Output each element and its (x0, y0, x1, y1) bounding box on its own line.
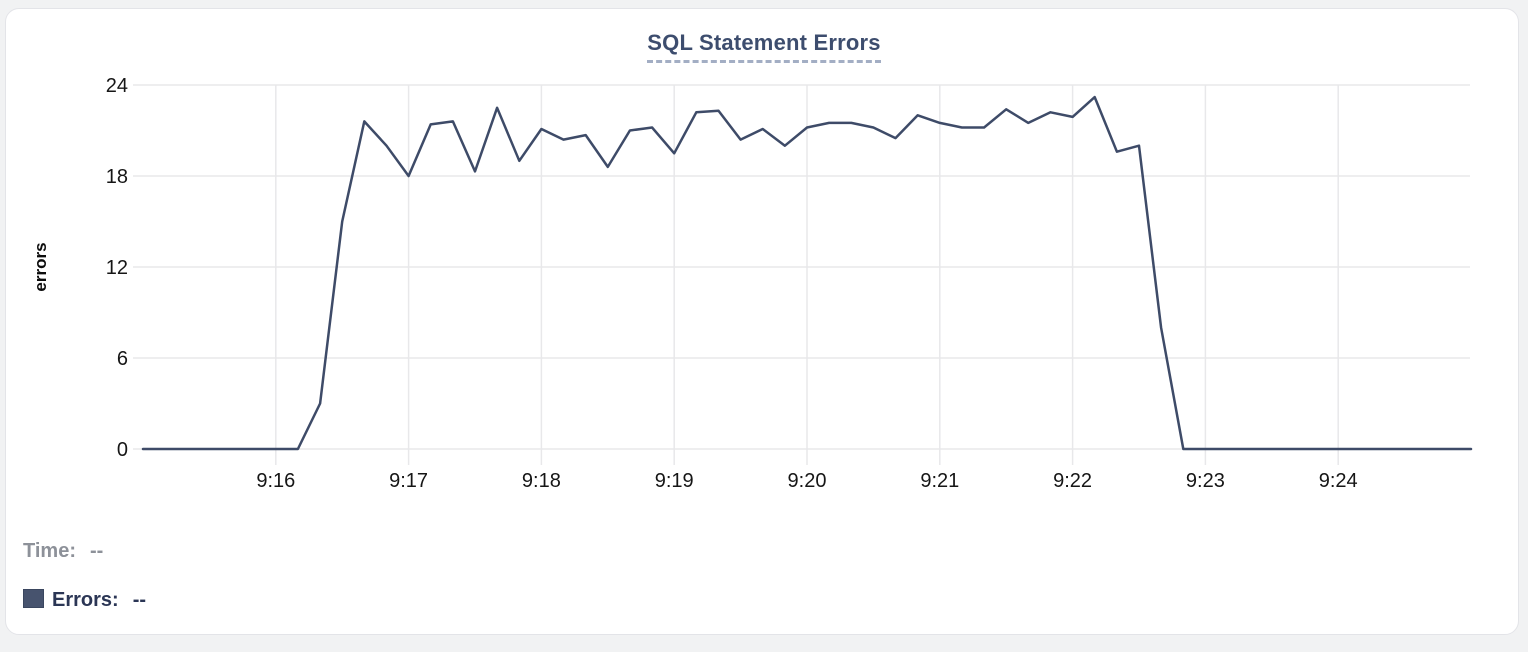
errors-series-swatch-icon (23, 589, 44, 608)
x-tick-label: 9:24 (1319, 470, 1358, 492)
y-tick-label: 12 (106, 257, 128, 279)
y-tick-label: 0 (117, 439, 128, 461)
x-tick-label: 9:21 (920, 470, 959, 492)
axis-tick-labels: 0 6 12 18 24 9:16 9:17 9:18 9:19 9:20 9:21 9:22 9:23… (106, 75, 1358, 492)
x-tick-label: 9:22 (1053, 470, 1092, 492)
y-axis-title: errors (31, 242, 50, 291)
chart-title[interactable]: SQL Statement Errors (647, 30, 881, 63)
legend-errors-label: Errors: (52, 589, 119, 611)
x-tick-label: 9:18 (522, 470, 561, 492)
x-tick-label: 9:19 (655, 470, 694, 492)
x-tick-label: 9:17 (389, 470, 428, 492)
tooltip-time-value: -- (89, 540, 104, 562)
tooltip-errors-value: -- (132, 589, 147, 611)
errors-series-line[interactable] (141, 95, 1473, 451)
y-tick-label: 6 (117, 348, 128, 370)
tooltip-time-label: Time: (23, 540, 76, 562)
legend-errors-row[interactable]: Errors: -- (23, 589, 146, 612)
chart-header: SQL Statement Errors (0, 30, 1528, 63)
x-tick-label: 9:16 (256, 470, 295, 492)
y-tick-label: 24 (106, 75, 128, 97)
chart-gridlines (133, 84, 1470, 465)
x-tick-label: 9:23 (1186, 470, 1225, 492)
x-tick-label: 9:20 (788, 470, 827, 492)
y-tick-label: 18 (106, 166, 128, 188)
chart-card (5, 8, 1519, 635)
tooltip-time-row: Time: -- (23, 540, 103, 563)
